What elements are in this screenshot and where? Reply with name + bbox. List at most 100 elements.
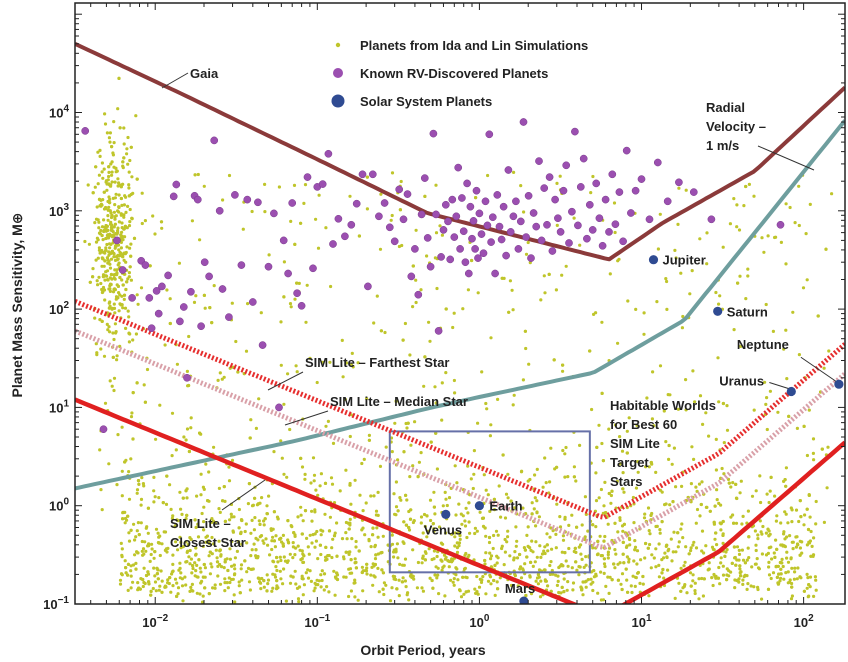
simulated-planet-point (776, 410, 780, 414)
simulated-planet-point (100, 264, 104, 268)
simulated-planet-point (543, 545, 547, 549)
simulated-planet-point (135, 491, 139, 495)
simulated-planet-point (544, 481, 548, 485)
simulated-planet-point (266, 582, 270, 586)
simulated-planet-point (177, 568, 181, 572)
simulated-planet-point (241, 227, 245, 231)
simulated-planet-point (752, 194, 756, 198)
rv-planet-point (284, 269, 292, 278)
simulated-planet-point (416, 560, 420, 565)
sim-farthest-label: SIM Lite – Farthest Star (305, 355, 449, 370)
simulated-planet-point (312, 589, 316, 593)
simulated-planet-point (347, 527, 351, 531)
simulated-planet-point (476, 421, 480, 425)
simulated-planet-point (195, 591, 199, 595)
simulated-planet-point (754, 489, 758, 493)
simulated-planet-point (730, 561, 734, 566)
simulated-planet-point (616, 562, 620, 566)
simulated-planet-point (755, 557, 759, 561)
simulated-planet-point (769, 576, 773, 581)
simulated-planet-point (450, 532, 454, 536)
simulated-planet-point (277, 185, 281, 189)
simulated-planet-point (405, 498, 409, 502)
simulated-planet-point (175, 518, 179, 522)
simulated-planet-point (319, 472, 323, 476)
sim-closest-label: SIM Lite – Closest Star (170, 516, 246, 550)
simulated-planet-point (100, 170, 104, 174)
rv-planet-point (158, 282, 166, 291)
simulated-planet-point (127, 315, 131, 319)
simulated-planet-point (812, 594, 816, 599)
simulated-planet-point (496, 533, 500, 537)
simulated-planet-point (411, 264, 415, 268)
rv-planet-point (608, 170, 617, 179)
simulated-planet-point (578, 243, 582, 247)
simulated-planet-point (120, 236, 124, 241)
simulated-planet-point (466, 511, 470, 515)
simulated-planet-point (115, 483, 119, 487)
simulated-planet-point (740, 548, 745, 552)
simulated-planet-point (774, 519, 779, 523)
simulated-planet-point (141, 584, 145, 589)
simulated-planet-point (760, 552, 765, 556)
simulated-planet-point (201, 544, 205, 549)
simulated-planet-point (626, 590, 630, 594)
simulated-planet-point (157, 496, 161, 500)
simulated-planet-point (414, 300, 418, 305)
simulated-planet-point (805, 453, 810, 458)
simulated-planet-point (179, 540, 183, 545)
simulated-planet-point (725, 428, 730, 432)
simulated-planet-point (725, 578, 729, 582)
simulated-planet-point (458, 537, 462, 542)
simulated-planet-point (375, 294, 379, 298)
simulated-planet-point (140, 476, 144, 480)
simulated-planet-point (381, 534, 385, 538)
simulated-planet-point (204, 540, 208, 544)
simulated-planet-point (599, 570, 603, 574)
simulated-planet-point (682, 564, 686, 568)
simulated-planet-point (607, 427, 611, 431)
simulated-planet-point (738, 567, 742, 571)
simulated-planet-point (558, 515, 562, 519)
simulated-planet-point (238, 591, 242, 595)
simulated-planet-point (505, 540, 509, 544)
simulated-planet-point (631, 574, 635, 578)
simulated-planet-point (731, 513, 735, 517)
simulated-planet-point (419, 451, 423, 455)
simulated-planet-point (414, 278, 418, 282)
simulated-planet-point (123, 224, 127, 228)
simulated-planet-point (425, 254, 429, 258)
simulated-planet-point (202, 184, 206, 188)
simulated-planet-point (268, 553, 272, 557)
simulated-planet-point (152, 556, 156, 560)
simulated-planet-point (315, 380, 319, 385)
simulated-planet-point (536, 582, 541, 586)
simulated-planet-point (103, 401, 108, 405)
simulated-planet-point (270, 539, 274, 543)
rv-planet-point (579, 154, 588, 163)
simulated-planet-point (213, 583, 217, 587)
simulated-planet-point (310, 541, 314, 545)
simulated-planet-point (260, 496, 264, 500)
rv-planet-point (776, 220, 785, 229)
simulated-planet-point (750, 565, 754, 569)
simulated-planet-point (353, 557, 357, 561)
simulated-planet-point (259, 311, 263, 315)
simulated-planet-point (226, 568, 230, 573)
simulated-planet-point (656, 247, 661, 251)
simulated-planet-point (434, 401, 438, 405)
simulated-planet-point (365, 572, 369, 576)
simulated-planet-point (475, 574, 479, 579)
simulated-planet-point (763, 380, 767, 384)
simulated-planet-point (184, 517, 188, 521)
simulated-planet-point (381, 587, 385, 591)
simulated-planet-point (348, 523, 352, 527)
simulated-planet-point (685, 591, 689, 595)
simulated-planet-point (519, 576, 524, 580)
simulated-planet-point (304, 571, 308, 575)
simulated-planet-point (425, 535, 429, 539)
simulated-planet-point (119, 541, 123, 546)
simulated-planet-point (373, 557, 378, 561)
simulated-planet-point (714, 576, 718, 580)
rv-planet-point (176, 317, 184, 326)
